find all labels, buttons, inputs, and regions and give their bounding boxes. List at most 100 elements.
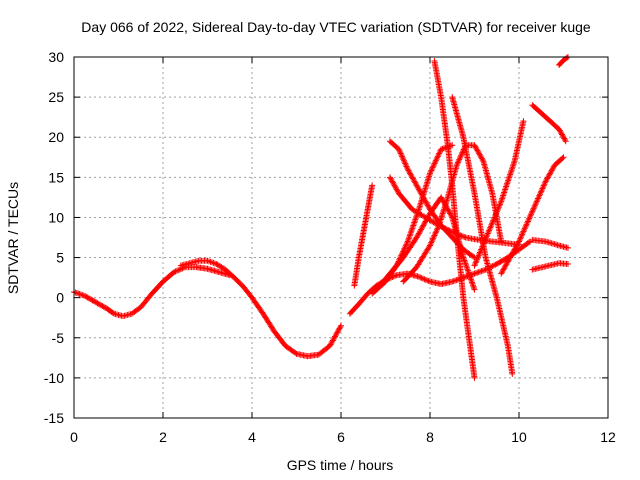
data-point [415,231,422,238]
data-point [501,265,508,272]
data-point [400,157,407,164]
data-point [519,229,526,236]
data-point [421,219,428,226]
data-point [434,221,441,228]
data-point [517,234,524,241]
data-point [415,230,422,237]
series-track-8 [386,138,478,261]
x-tick-label: 8 [426,429,434,445]
data-point [521,227,528,234]
data-point [462,260,469,267]
data-point [542,178,549,185]
data-point [439,145,446,152]
data-point [425,278,432,285]
series-track-14 [529,102,569,145]
data-point [526,215,533,222]
data-point [542,179,549,186]
data-point [406,168,413,175]
data-point [337,324,344,331]
data-point [515,239,522,246]
data-point [562,138,569,145]
data-point [428,239,435,246]
data-point [481,267,488,274]
data-point [457,153,464,160]
grid-lines [74,57,608,418]
data-point [73,290,80,297]
data-point [475,269,482,276]
data-point [536,192,543,199]
data-point [524,219,531,226]
data-point [527,212,534,219]
axis-ticks: 0 2 4 6 8 10 12 -15 -10 -5 0 5 10 15 20 25 30 [44,49,616,445]
data-point [475,253,482,260]
data-point [453,277,460,284]
data-point [410,221,417,228]
data-point [468,277,475,284]
data-point [479,243,486,250]
data-point [391,182,398,189]
data-point [432,231,439,238]
data-point [458,152,465,159]
data-point [498,270,505,277]
data-point [560,134,567,141]
data-point [560,154,567,161]
data-point [407,171,414,178]
data-point [75,290,82,297]
data-point [401,159,408,166]
data-point [517,235,524,242]
data-point [446,227,453,234]
data-point [470,283,477,290]
data-point [397,149,404,156]
data-point [439,224,446,231]
data-point [458,232,465,239]
data-point [475,148,482,155]
data-point [473,256,480,263]
data-point [536,191,543,198]
data-point [77,291,84,298]
data-point [416,229,423,236]
data-point [559,155,566,162]
data-point [171,268,178,275]
y-tick-label: 5 [56,250,64,266]
data-point [481,237,488,244]
plot-frame [73,56,609,419]
data-point [404,238,411,245]
data-point [500,266,507,273]
data-point [474,269,481,276]
data-point [471,270,478,277]
data-point [208,259,215,266]
data-point [461,233,468,240]
data-point [405,167,412,174]
data-point [424,277,431,284]
data-point [332,332,339,339]
data-point [461,258,468,265]
data-point [386,174,393,181]
data-point [369,182,376,189]
data-point [481,239,488,246]
data-point [392,183,399,190]
series-track-17 [556,54,571,69]
data-point [433,228,440,235]
data-point [417,274,424,281]
data-point [330,336,337,343]
data-point [412,179,419,186]
data-point [463,263,470,270]
data-point [473,258,480,265]
data-point [327,341,334,348]
data-point [408,172,415,179]
y-tick-label: -5 [52,330,65,346]
data-point [539,185,546,192]
chart-title: Day 066 of 2022, Sidereal Day-to-day VTE… [81,19,591,35]
data-point [483,234,490,241]
data-point [436,149,443,156]
data-point [415,186,422,193]
data-point [428,238,435,245]
data-point [326,342,333,349]
data-point [438,146,445,153]
data-point [492,212,499,219]
data-point [447,142,454,149]
data-point [425,203,432,210]
data-point [329,338,336,345]
data-point [411,219,418,226]
data-point [414,183,421,190]
